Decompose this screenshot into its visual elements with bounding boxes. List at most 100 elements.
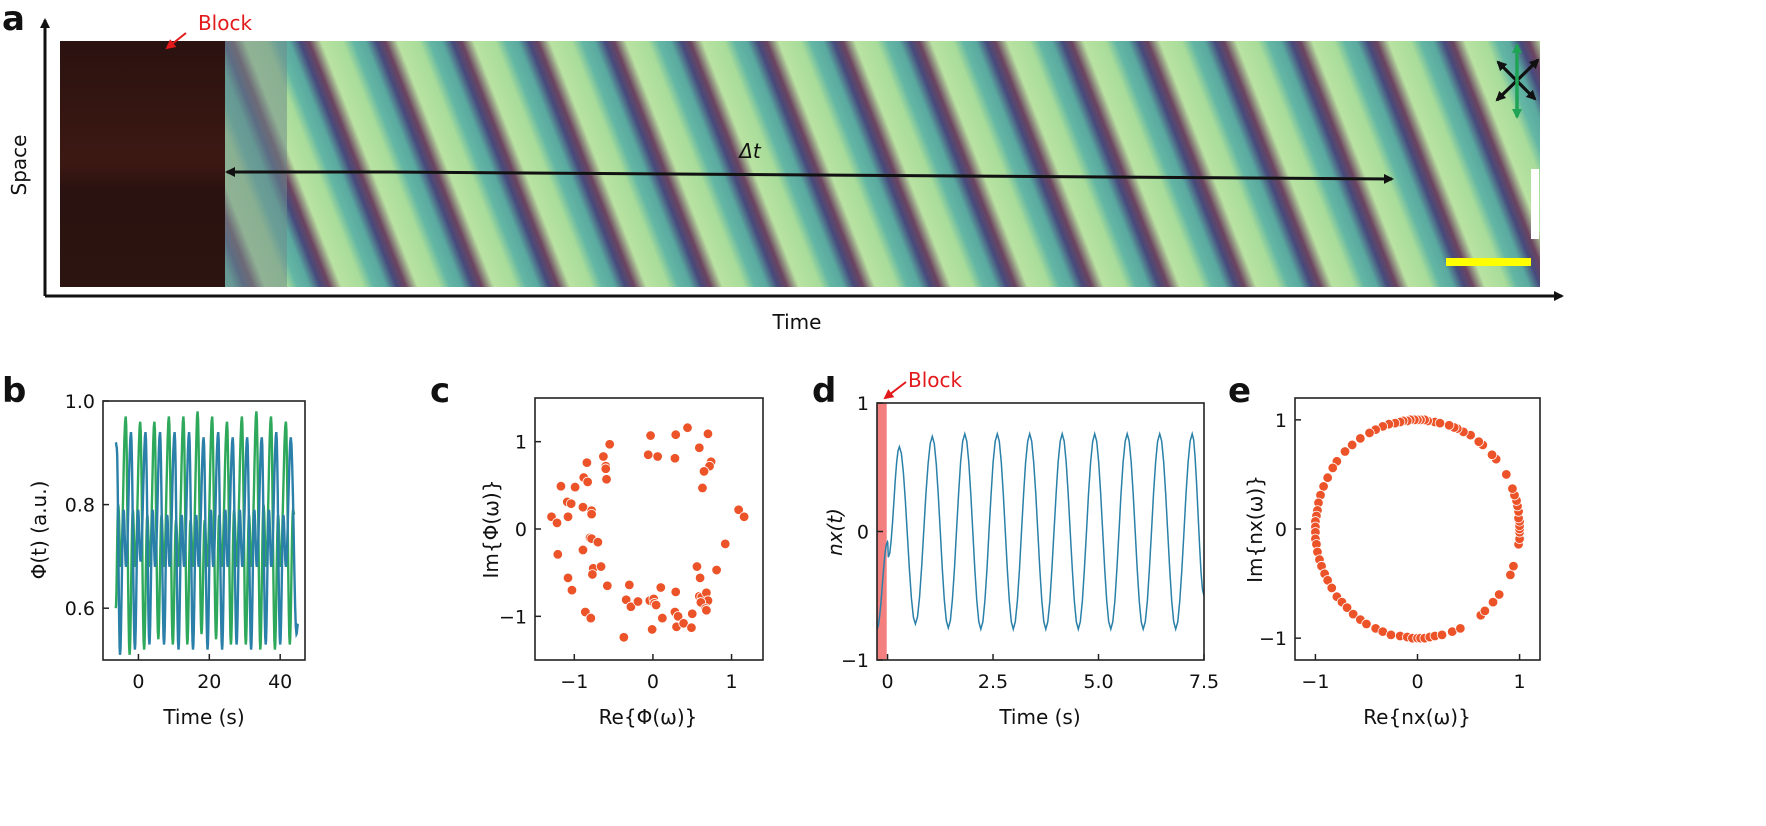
y-tick-label: 1.0 [65,391,95,413]
scatter-point [650,599,662,611]
scatter-point [701,605,712,616]
scatter-point [624,579,635,591]
time-axis-label: Time [772,310,822,334]
scatter-point [1347,608,1359,620]
block-arrow-d [883,381,907,400]
scatter-point [595,561,607,572]
scatter-point [1493,589,1505,600]
scatter-point [618,632,630,643]
plot-frame [102,400,306,661]
x-tick-label: 0 [882,671,894,693]
panel-letter-d: d [812,371,836,411]
panel-a: a Space Time Block Δt [2,0,1564,334]
scatter-point [669,453,681,464]
panel-letter-e: e [1228,371,1251,411]
scatter-point [1326,582,1337,594]
space-scale-bar [1531,169,1539,239]
blocked-region [60,41,225,287]
x-axis-label: Re{Φ(ω)} [599,705,698,729]
scatter-point [691,561,703,572]
panel-letter-b: b [2,371,26,411]
block-arrow-a [165,32,187,50]
scatter-point [1455,623,1466,634]
delta-t-label: Δt [737,139,762,163]
panel-letter-a: a [2,0,25,39]
scatter-point [694,442,705,453]
scatter-point [577,544,589,556]
y-tick-label: 0 [515,519,527,541]
crossed-polarizer-arrows-icon [1495,43,1540,119]
x-axis-label: Time (s) [998,705,1080,729]
scatter-point [1318,481,1329,492]
scatter-point [577,501,589,513]
scatter-point [587,569,598,580]
y-tick-label: −1 [841,650,869,672]
scatter-point [733,504,744,515]
y-tick-label: 1 [1275,410,1287,432]
panel-d-line-chart: Time (s) nx(t) Block 0 2.5 5.0 7.5 −1 0 1 [823,368,1219,729]
scatter-point [1479,605,1491,617]
scatter-point [1346,439,1358,451]
panel-letter-c: c [430,371,450,411]
scatter-point [1361,618,1372,630]
scatter-point [698,466,710,477]
delta-t-arrow-right [389,170,1394,184]
x-tick-label: 20 [197,671,221,693]
scatter-point [1327,462,1338,474]
scatter-point [682,422,693,433]
scatter-point [1339,446,1351,457]
scatter-point [601,474,612,485]
scatter-point [565,498,577,509]
scatter-point [1434,417,1446,429]
scatter-point [552,549,564,560]
time-scale-bar [1446,258,1531,266]
plot-frame [876,402,1205,661]
scatter-point [670,586,681,598]
scatter-point [586,508,597,520]
y-tick-label: 0 [857,522,869,544]
scatter-point [581,457,593,468]
scatter-point [1501,469,1512,480]
x-axis-label: Time (s) [162,705,244,729]
scatter-point [1355,433,1366,444]
scatter-point [1322,472,1333,483]
scatter-point [1505,569,1516,581]
scatter-point [598,451,609,462]
x-tick-label: 5.0 [1083,671,1113,693]
scatter-point [1473,436,1484,447]
y-tick-label: 1 [857,393,869,415]
scatter-point [1507,483,1518,494]
panel-b-line-chart: Time (s) Φ(t) (a.u.) 0 20 40 0.6 0.8 1.0 [27,391,306,729]
plot-frame [1294,397,1541,661]
x-tick-label: 0 [647,671,659,693]
scatter-point [566,584,578,596]
scatter-point [1436,629,1448,641]
y-axis-label: Im{nx(ω)} [1243,475,1267,583]
scatter-point [582,476,593,488]
y-tick-label: 1 [515,432,527,454]
y-tick-label: 0 [1275,519,1287,541]
scatter-point [645,430,656,441]
scatter-point [585,612,597,624]
space-axis-label: Space [7,135,31,196]
x-tick-label: 1 [726,671,738,693]
scatter-point [555,481,567,492]
x-tick-label: 0 [1411,671,1423,693]
x-tick-label: 40 [268,671,292,693]
scatter-point [604,439,615,450]
y-axis-label: Φ(t) (a.u.) [27,481,51,580]
scatter-point [1443,420,1455,431]
scatter-point [562,572,574,584]
x-tick-label: 2.5 [978,671,1008,693]
scatter-point [720,538,731,550]
scatter-point [1341,602,1353,613]
scatter-point [1508,560,1519,572]
x-tick-label: 1 [1514,671,1526,693]
block-label-a: Block [198,11,253,35]
scatter-point [657,612,668,624]
scatter-point [672,611,684,622]
transition-region [225,41,287,287]
scatter-point [1487,596,1499,608]
block-label-d: Block [908,368,963,392]
